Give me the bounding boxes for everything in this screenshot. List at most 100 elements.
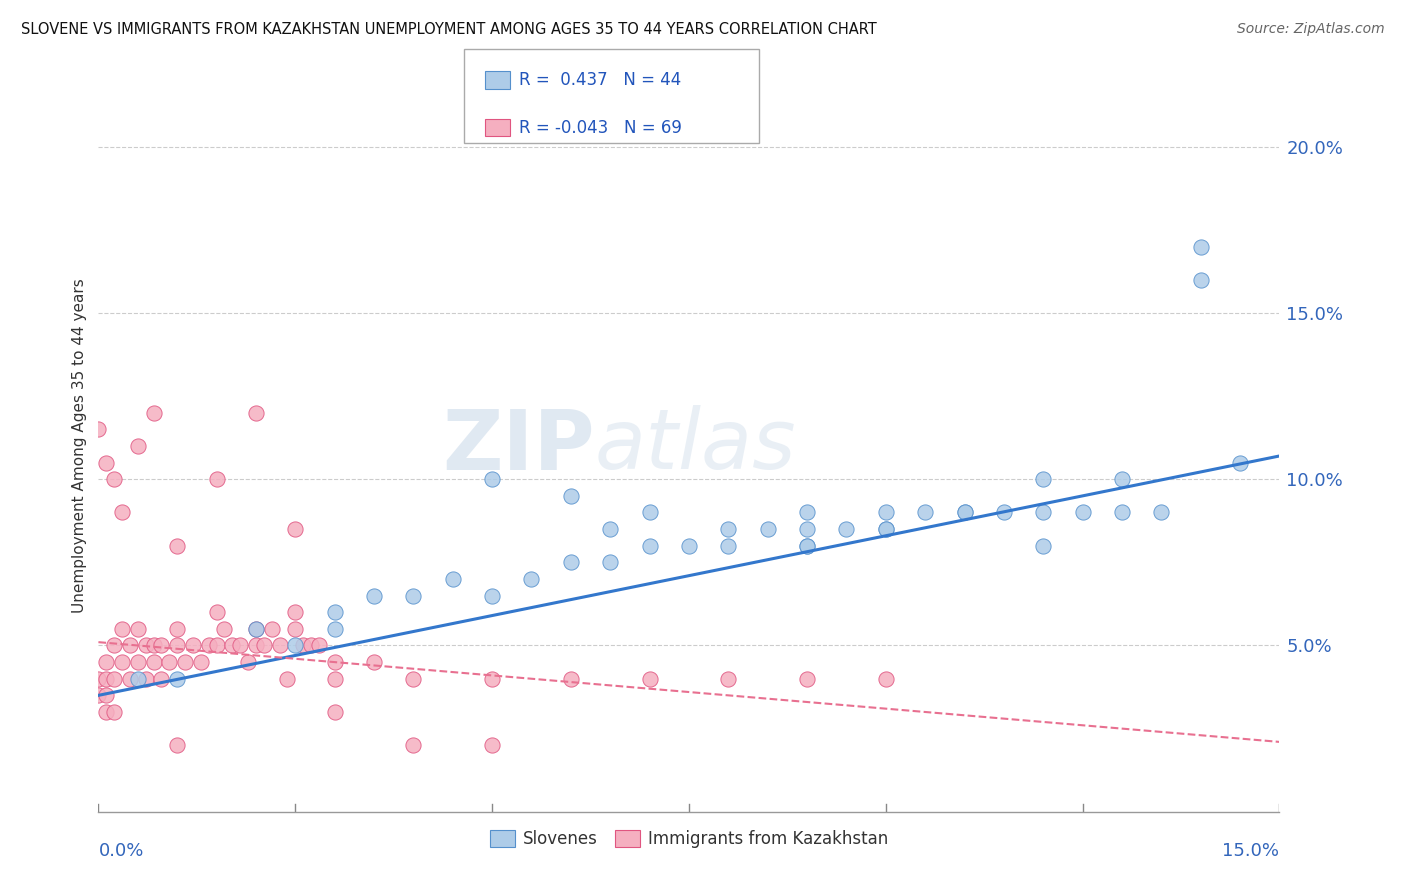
- Point: [875, 522, 897, 536]
- Point: [638, 672, 661, 686]
- Point: [1032, 472, 1054, 486]
- Point: [292, 639, 315, 653]
- Point: [142, 639, 165, 653]
- Point: [299, 639, 322, 653]
- Point: [142, 406, 165, 420]
- Y-axis label: Unemployment Among Ages 35 to 44 years: Unemployment Among Ages 35 to 44 years: [72, 278, 87, 614]
- Point: [103, 705, 125, 719]
- Point: [1032, 506, 1054, 520]
- Point: [796, 672, 818, 686]
- Point: [481, 672, 503, 686]
- Point: [118, 672, 141, 686]
- Point: [87, 672, 110, 686]
- Point: [796, 539, 818, 553]
- Point: [245, 639, 267, 653]
- Point: [96, 689, 118, 703]
- Point: [1189, 239, 1212, 253]
- Point: [835, 522, 858, 536]
- Point: [638, 539, 661, 553]
- Point: [953, 506, 976, 520]
- Point: [103, 639, 125, 653]
- Text: 15.0%: 15.0%: [1222, 842, 1279, 860]
- Point: [717, 522, 740, 536]
- Point: [245, 622, 267, 636]
- Point: [205, 472, 228, 486]
- Point: [87, 689, 110, 703]
- Text: 0.0%: 0.0%: [98, 842, 143, 860]
- Point: [96, 705, 118, 719]
- Point: [96, 655, 118, 669]
- Point: [402, 738, 425, 752]
- Point: [1071, 506, 1094, 520]
- Point: [166, 639, 188, 653]
- Point: [796, 539, 818, 553]
- Point: [323, 655, 346, 669]
- Point: [363, 655, 385, 669]
- Point: [166, 622, 188, 636]
- Point: [599, 522, 621, 536]
- Point: [1111, 506, 1133, 520]
- Text: R =  0.437   N = 44: R = 0.437 N = 44: [519, 71, 681, 89]
- Point: [229, 639, 252, 653]
- Point: [269, 639, 291, 653]
- Point: [245, 406, 267, 420]
- Point: [323, 605, 346, 619]
- Point: [441, 572, 464, 586]
- Point: [323, 672, 346, 686]
- Point: [308, 639, 330, 653]
- Point: [1229, 456, 1251, 470]
- Point: [875, 672, 897, 686]
- Point: [96, 672, 118, 686]
- Point: [205, 605, 228, 619]
- Point: [260, 622, 283, 636]
- Point: [323, 622, 346, 636]
- Point: [135, 639, 157, 653]
- Point: [111, 655, 134, 669]
- Point: [214, 622, 236, 636]
- Point: [150, 639, 173, 653]
- Point: [221, 639, 243, 653]
- Point: [142, 655, 165, 669]
- Point: [127, 439, 149, 453]
- Point: [323, 705, 346, 719]
- Point: [236, 655, 259, 669]
- Text: Source: ZipAtlas.com: Source: ZipAtlas.com: [1237, 22, 1385, 37]
- Text: SLOVENE VS IMMIGRANTS FROM KAZAKHSTAN UNEMPLOYMENT AMONG AGES 35 TO 44 YEARS COR: SLOVENE VS IMMIGRANTS FROM KAZAKHSTAN UN…: [21, 22, 877, 37]
- Text: atlas: atlas: [595, 406, 796, 486]
- Point: [481, 589, 503, 603]
- Point: [1189, 273, 1212, 287]
- Point: [127, 622, 149, 636]
- Point: [560, 672, 582, 686]
- Point: [96, 456, 118, 470]
- Point: [284, 622, 307, 636]
- Text: ZIP: ZIP: [441, 406, 595, 486]
- Point: [284, 639, 307, 653]
- Point: [181, 639, 204, 653]
- Point: [402, 672, 425, 686]
- Point: [560, 489, 582, 503]
- Point: [1032, 539, 1054, 553]
- Point: [174, 655, 197, 669]
- Point: [638, 506, 661, 520]
- Point: [166, 738, 188, 752]
- Point: [253, 639, 276, 653]
- Point: [135, 672, 157, 686]
- Point: [875, 522, 897, 536]
- Point: [127, 655, 149, 669]
- Point: [599, 555, 621, 569]
- Point: [717, 672, 740, 686]
- Point: [276, 672, 298, 686]
- Point: [127, 672, 149, 686]
- Point: [190, 655, 212, 669]
- Point: [993, 506, 1015, 520]
- Point: [150, 672, 173, 686]
- Point: [402, 589, 425, 603]
- Point: [875, 506, 897, 520]
- Point: [756, 522, 779, 536]
- Point: [284, 605, 307, 619]
- Point: [717, 539, 740, 553]
- Point: [166, 672, 188, 686]
- Point: [245, 622, 267, 636]
- Point: [197, 639, 219, 653]
- Point: [87, 422, 110, 436]
